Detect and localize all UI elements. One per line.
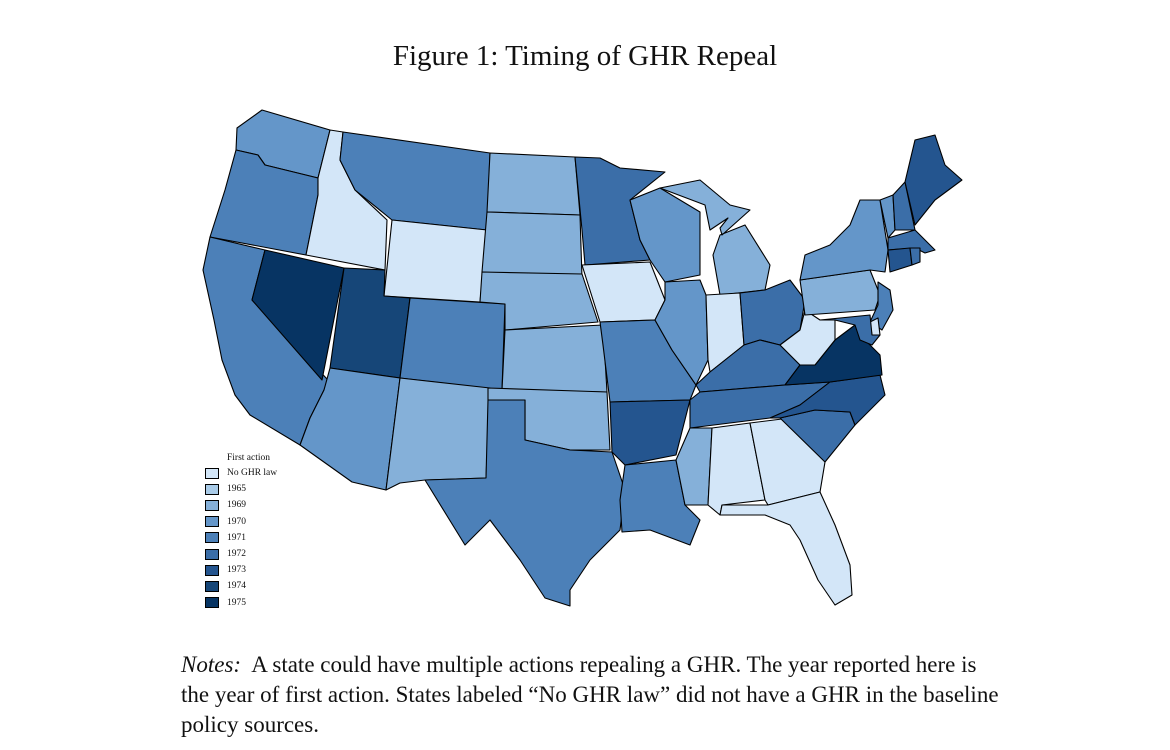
legend-item: 1965 (205, 481, 325, 497)
state-fl (719, 491, 853, 606)
state-wy (383, 219, 488, 303)
notes-label: Notes: (181, 652, 242, 677)
legend-swatch (205, 597, 219, 609)
state-me (904, 134, 963, 226)
state-nd (486, 152, 581, 216)
state-wi (629, 187, 701, 283)
state-nm (385, 377, 491, 491)
legend-label: No GHR law (227, 468, 278, 479)
legend-label: 1974 (227, 581, 246, 592)
legend-label: 1969 (227, 500, 246, 511)
legend-item: 1971 (205, 530, 325, 546)
figure-title: Figure 1: Timing of GHR Repeal (392, 40, 778, 72)
state-sd (481, 211, 583, 279)
legend-title: First action (227, 453, 271, 463)
state-md (819, 314, 881, 346)
legend-label: 1973 (227, 565, 246, 576)
legend-label: 1971 (227, 532, 246, 543)
state-nj (869, 281, 894, 331)
legend-swatch (205, 483, 219, 495)
legend-item: 1970 (205, 514, 325, 530)
state-ri (909, 247, 921, 266)
state-ms (675, 427, 713, 506)
legend-swatch (205, 516, 219, 528)
state-ar (609, 399, 691, 466)
notes-text: A state could have multiple actions repe… (181, 652, 999, 737)
legend-swatch (205, 499, 219, 511)
state-ks (501, 324, 608, 393)
legend-swatch (205, 548, 219, 560)
state-nc (769, 374, 886, 426)
legend-item: 1973 (205, 562, 325, 578)
legend-item: 1969 (205, 497, 325, 513)
legend-label: 1972 (227, 549, 246, 560)
legend-item: 1972 (205, 546, 325, 562)
legend-item: 1975 (205, 595, 325, 611)
state-ny (799, 199, 889, 281)
legend: First action No GHR law 1965 1969 1970 1971 1… (205, 452, 325, 611)
legend-swatch (205, 580, 219, 592)
legend-item: No GHR law (205, 465, 325, 481)
legend-item: 1974 (205, 578, 325, 594)
state-co (399, 297, 506, 391)
legend-items: No GHR law 1965 1969 1970 1971 1972 1973 1974 19… (205, 465, 325, 611)
state-ct (887, 247, 913, 273)
state-nv (251, 249, 345, 381)
state-tx (424, 399, 626, 607)
legend-label: 1970 (227, 516, 246, 527)
legend-label: 1965 (227, 484, 246, 495)
legend-swatch (205, 564, 219, 576)
legend-label: 1975 (227, 597, 246, 608)
notes: Notes: A state could have multiple actio… (181, 650, 1001, 740)
legend-swatch (205, 467, 219, 479)
legend-swatch (205, 532, 219, 544)
